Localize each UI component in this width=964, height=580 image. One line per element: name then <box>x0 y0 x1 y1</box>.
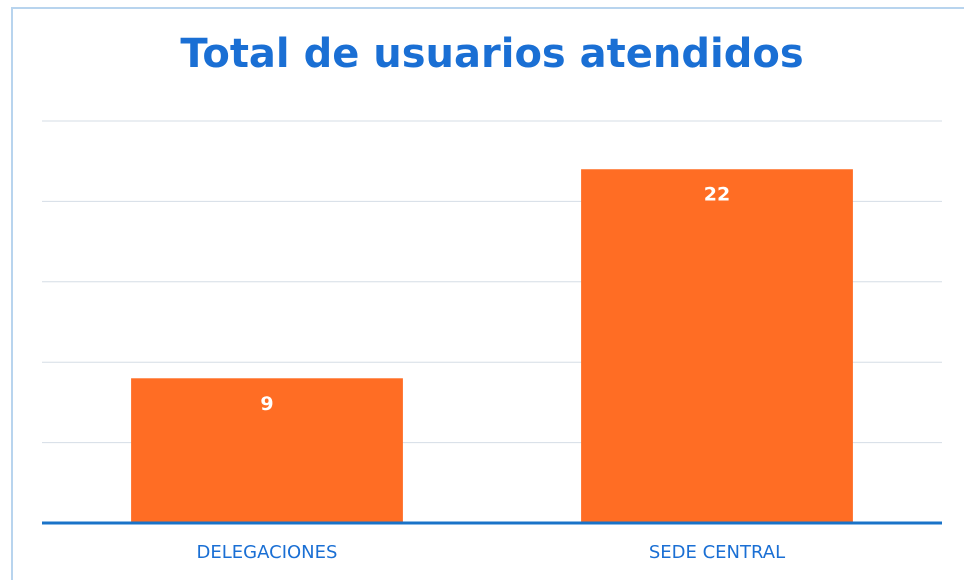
chart-title: Total de usuarios atendidos <box>180 31 803 77</box>
x-tick-label: SEDE CENTRAL <box>649 542 785 563</box>
value-label: 22 <box>704 184 730 206</box>
frame <box>11 7 964 580</box>
x-tick-label: DELEGACIONES <box>197 542 338 563</box>
bar <box>581 169 853 524</box>
value-label: 9 <box>260 393 273 415</box>
bar <box>131 378 403 523</box>
